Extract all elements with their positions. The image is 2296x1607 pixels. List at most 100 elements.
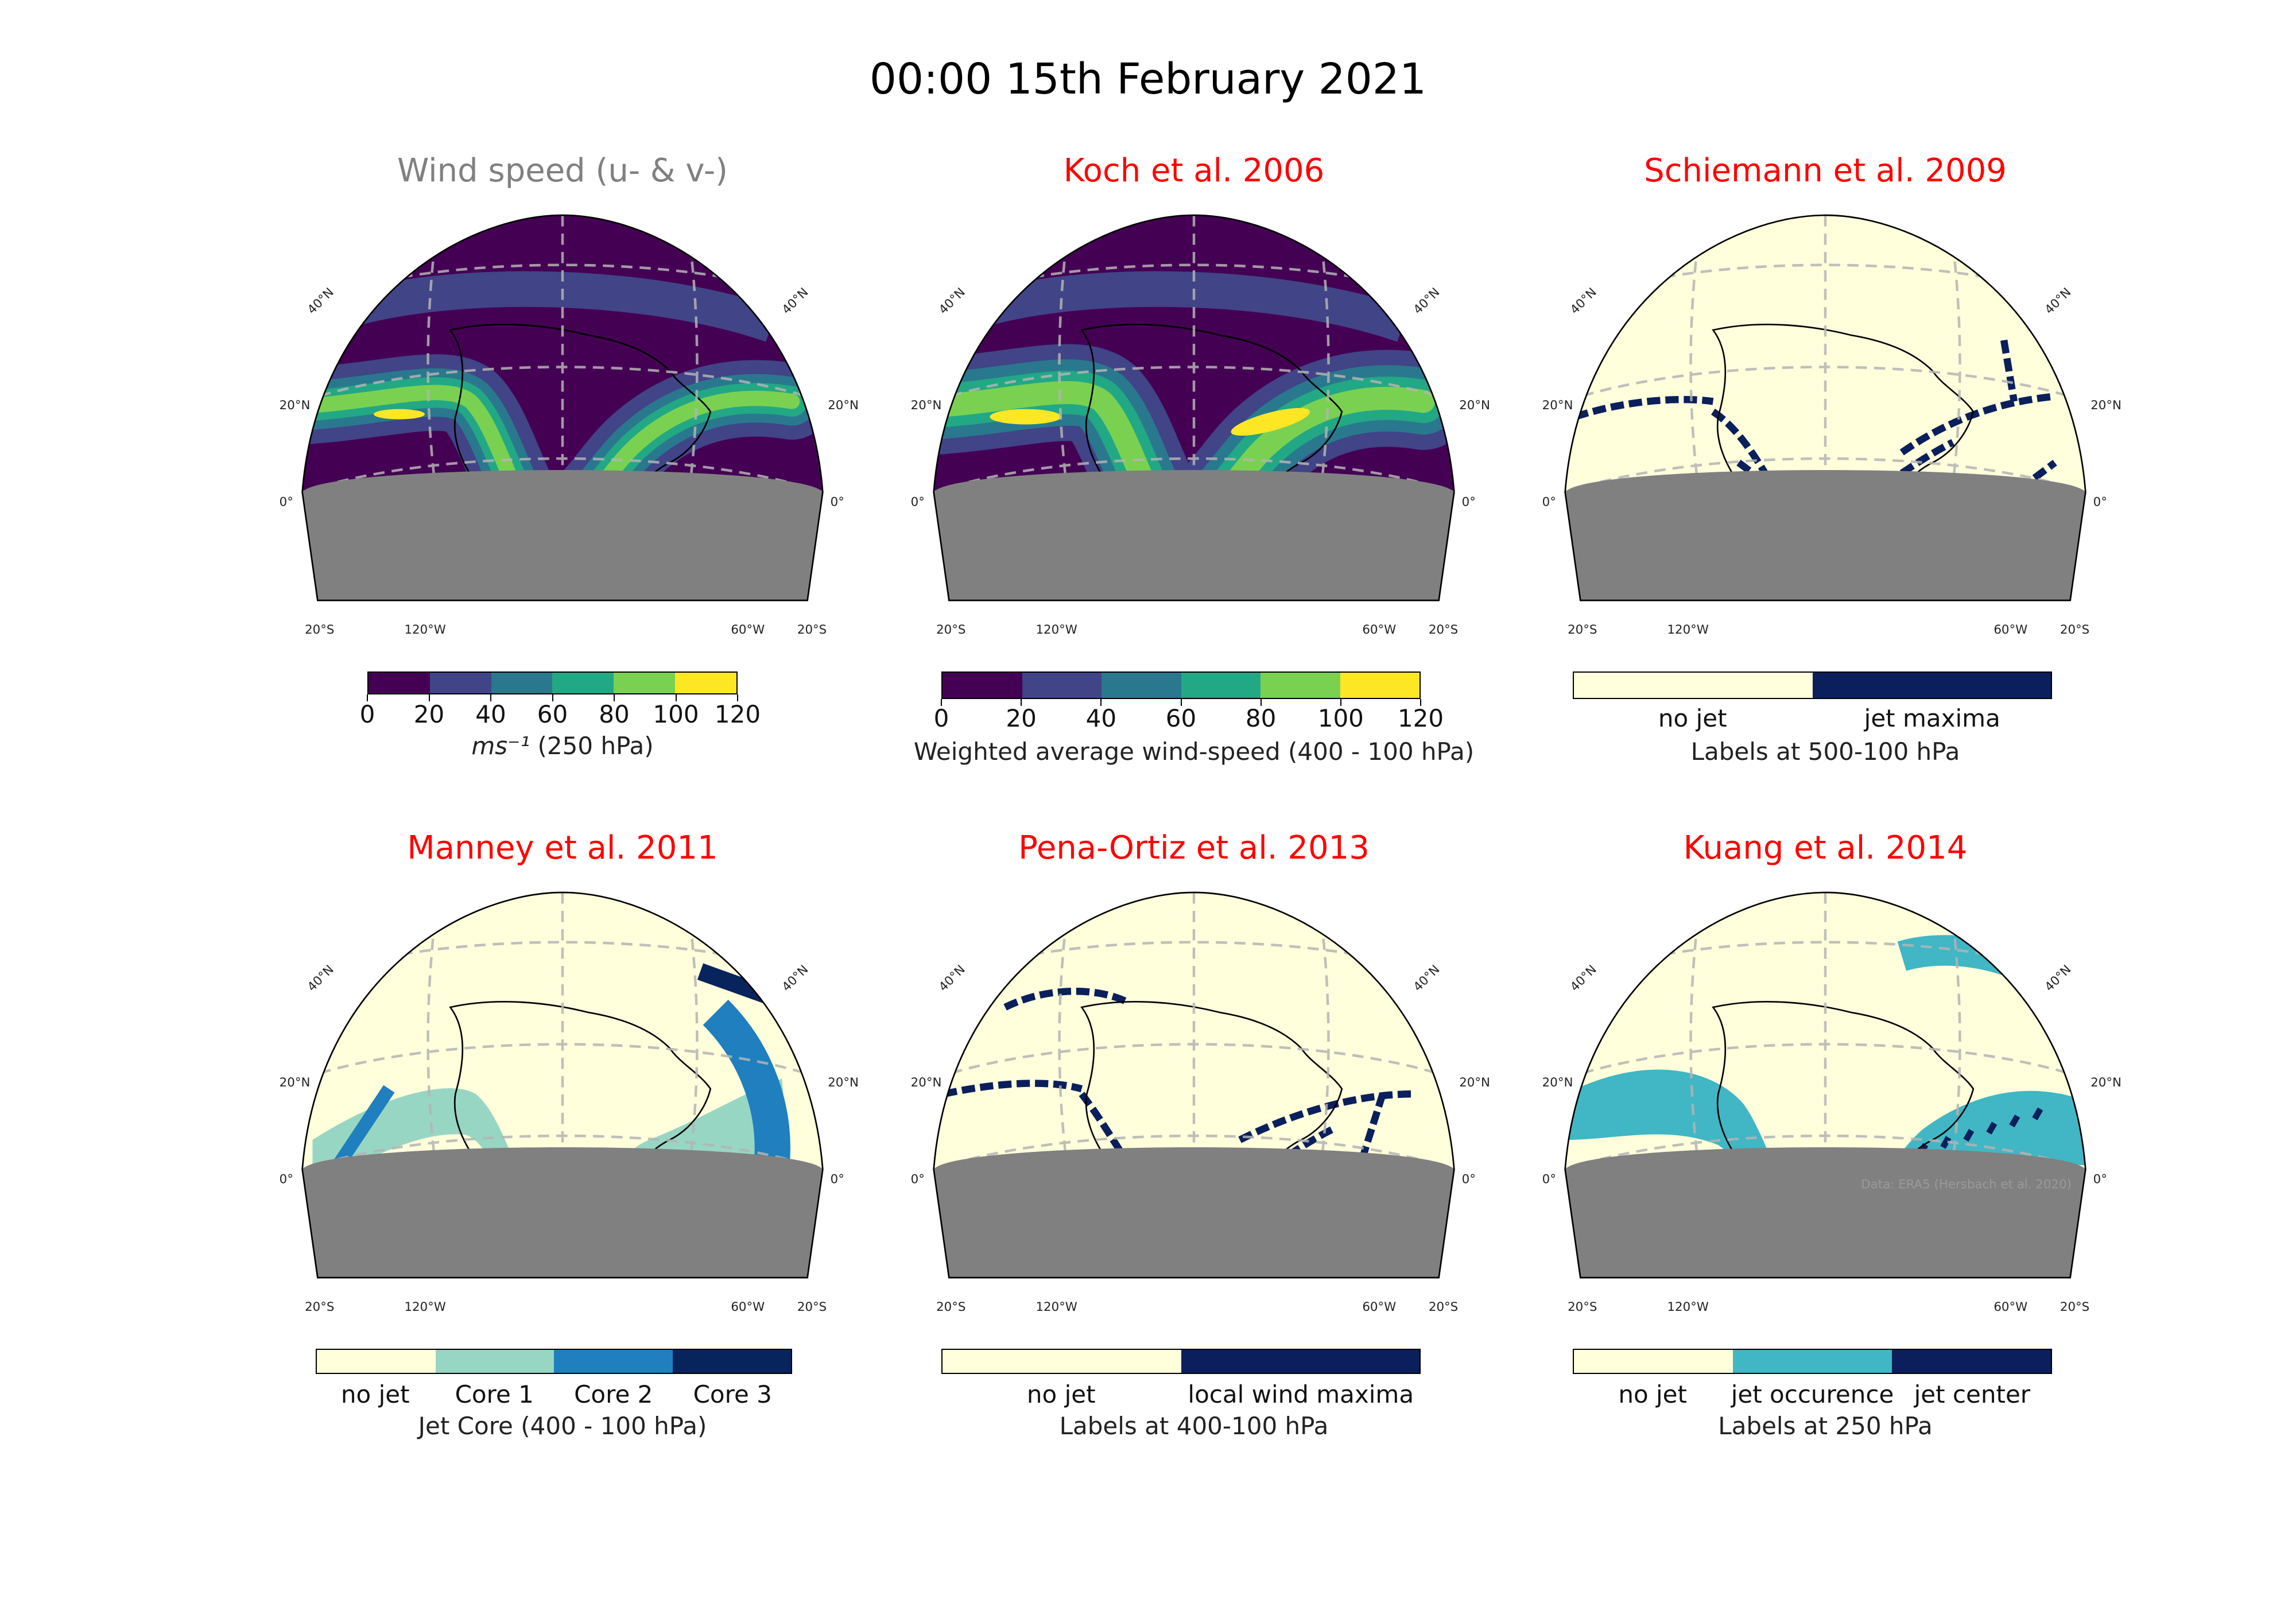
- panel-title: Pena-Ortiz et al. 2013: [1018, 829, 1370, 867]
- grid-label-lat0: 0°: [831, 1173, 844, 1187]
- colorbar-bar: [941, 1349, 1421, 1374]
- globe-map-frame: 40°N 40°N 20°N 20°N 0° 0° 20°S 20°S 120°W 60°W: [878, 192, 1510, 651]
- grid-label-lat40: 40°N: [1411, 962, 1443, 995]
- colorbar-segment: [369, 673, 430, 693]
- panel-title: Kuang et al. 2014: [1683, 829, 1968, 867]
- jet-center-mark: [1963, 1128, 1975, 1142]
- colorbar-tick-label: 0: [359, 700, 375, 728]
- colorbar-tickmark: [675, 694, 677, 701]
- figure-title: 00:00 15th February 2021: [869, 55, 1427, 104]
- grid-label-s20: 20°S: [1568, 1300, 1597, 1314]
- colorbar-tick-label: 60: [1165, 704, 1197, 732]
- grid-label-lat20: 20°N: [1542, 398, 1573, 413]
- colorbar-category-label: jet occurence: [1731, 1380, 1894, 1408]
- grid-label-w120: 120°W: [1667, 1300, 1708, 1314]
- grid-label-w60: 60°W: [731, 1300, 765, 1314]
- grid-label-lat40: 40°N: [2042, 962, 2074, 995]
- colorbar-segment: [943, 673, 1022, 698]
- colorbar-segment: [1892, 1350, 2051, 1373]
- grid-label-w120: 120°W: [1667, 623, 1708, 637]
- grid-label-s20: 20°S: [936, 1300, 965, 1314]
- panel-koch: Koch et al. 2006 40°N 40°N 20°N 20°N 0° 0° 20°S…: [878, 152, 1510, 812]
- globe-map: [933, 215, 1455, 601]
- jet-center-mark: [2032, 1107, 2043, 1120]
- globe-outline: [1564, 214, 2086, 601]
- jet-maxima-streak: [1003, 987, 1130, 1011]
- colorbar-label: Weighted average wind-speed (400 - 100 h…: [913, 737, 1475, 766]
- off-globe-area: [1565, 470, 2086, 601]
- grid-label-lat0: 0°: [2093, 495, 2107, 510]
- colorbar-category-label: no jet: [340, 1380, 410, 1408]
- colorbar-tick-label: 40: [1085, 704, 1117, 732]
- grid-label-lat40: 40°N: [1568, 285, 1600, 317]
- grid-label-lat20: 20°N: [828, 1076, 859, 1090]
- colorbar-tickmark: [941, 699, 942, 706]
- colorbar-category-label: no jet: [1618, 1380, 1687, 1408]
- colorbar-segment: [1261, 673, 1340, 698]
- colorbar-tick-label: 20: [1006, 704, 1037, 732]
- grid-label-w60: 60°W: [1994, 1300, 2027, 1314]
- grid-label-s20: 20°S: [2060, 623, 2089, 637]
- jet-maxima-streak: [2000, 339, 2018, 402]
- colorbar-segment: [1181, 1350, 1420, 1373]
- grid-label-lat0: 0°: [2093, 1173, 2107, 1187]
- colorbar-label: Labels at 250 hPa: [1718, 1412, 1933, 1440]
- globe-outline: [1564, 891, 2086, 1279]
- jet-center-mark: [2009, 1115, 2020, 1128]
- grid-label-lat0: 0°: [1542, 495, 1556, 510]
- colorbar-category-label: jet maxima: [1864, 704, 2000, 732]
- grid-label-lat0: 0°: [1462, 1173, 1476, 1187]
- colorbar-tick-label: 20: [413, 700, 445, 728]
- colorbar-segment: [614, 673, 676, 693]
- grid-label-lat20: 20°N: [1459, 1076, 1490, 1090]
- jet-maxima-streak: [1574, 395, 1714, 421]
- panel-wind: Wind speed (u- & v-) 40°N 40°N 20°N 20°N 0° 0°…: [247, 152, 878, 812]
- grid-label-lat0: 0°: [911, 1173, 925, 1187]
- colorbar-segment: [1733, 1350, 1892, 1373]
- colorbar-tickmark: [552, 694, 553, 701]
- orthographic-map: 40°N 40°N 20°N 20°N 0° 0° 20°S 20°S 120°W 60°W: [280, 891, 859, 1314]
- colorbar-segment: [1102, 673, 1181, 698]
- colorbar-segment: [1022, 673, 1102, 698]
- grid-label-lat40: 40°N: [779, 285, 812, 317]
- grid-label-lat40: 40°N: [779, 962, 812, 995]
- grid-label-lat40: 40°N: [1568, 962, 1600, 995]
- jet-center-mark: [1940, 1136, 1952, 1149]
- grid-label-w60: 60°W: [731, 623, 765, 637]
- jet-center-mark: [1986, 1121, 1998, 1135]
- globe-outline: [933, 891, 1455, 1279]
- data-attribution: Data: ERA5 (Hersbach et al. 2020): [1861, 1178, 2072, 1192]
- colorbar-label: ms⁻¹ (250 hPa): [471, 732, 654, 760]
- colorbar-segment: [552, 673, 614, 693]
- globe-outline: [933, 214, 1455, 601]
- off-globe-area: [1565, 1147, 2086, 1278]
- colorbar-segment: [435, 1350, 554, 1373]
- grid-label-lat40: 40°N: [936, 962, 968, 995]
- colorbar-tick-label: 0: [933, 704, 949, 732]
- grid-label-lat0: 0°: [911, 495, 925, 510]
- colorbar-bar: [367, 671, 738, 694]
- orthographic-map: 40°N 40°N 20°N 20°N 0° 0° 20°S 20°S 120°W 60°W Dat…: [1542, 891, 2122, 1314]
- jet-maxima-streak: [1899, 393, 2055, 456]
- grid-label-w60: 60°W: [1362, 1300, 1396, 1314]
- colorbar-tickmark: [1100, 699, 1102, 706]
- globe-map-frame: 40°N 40°N 20°N 20°N 0° 0° 20°S 20°S 120°W 60°W Dat…: [1510, 870, 2141, 1329]
- globe-map-frame: 40°N 40°N 20°N 20°N 0° 0° 20°S 20°S 120°W 60°W: [247, 870, 878, 1329]
- colorbar-label: Jet Core (400 - 100 hPa): [418, 1412, 707, 1440]
- grid-label-w120: 120°W: [1035, 1300, 1077, 1314]
- grid-label-lat20: 20°N: [828, 398, 859, 413]
- colorbar-segment: [943, 1350, 1181, 1373]
- grid-label-w120: 120°W: [404, 623, 445, 637]
- colorbar-segment: [1812, 673, 2051, 698]
- colorbar-tick-label: 40: [475, 700, 506, 728]
- colorbar-bar: [941, 671, 1421, 699]
- globe-map: [302, 892, 823, 1278]
- colorbar-tick-label: 100: [1317, 704, 1364, 732]
- colorbar-tickmark: [1180, 699, 1182, 706]
- globe-map-frame: 40°N 40°N 20°N 20°N 0° 0° 20°S 20°S 120°W 60°W: [247, 192, 878, 651]
- panel-pena: Pena-Ortiz et al. 2013 40°N 40°N 20°N 20°N 0°…: [878, 829, 1510, 1489]
- colorbar-segment: [1340, 673, 1420, 698]
- grid-label-s20: 20°S: [936, 623, 965, 637]
- colorbar-tickmark: [428, 694, 430, 701]
